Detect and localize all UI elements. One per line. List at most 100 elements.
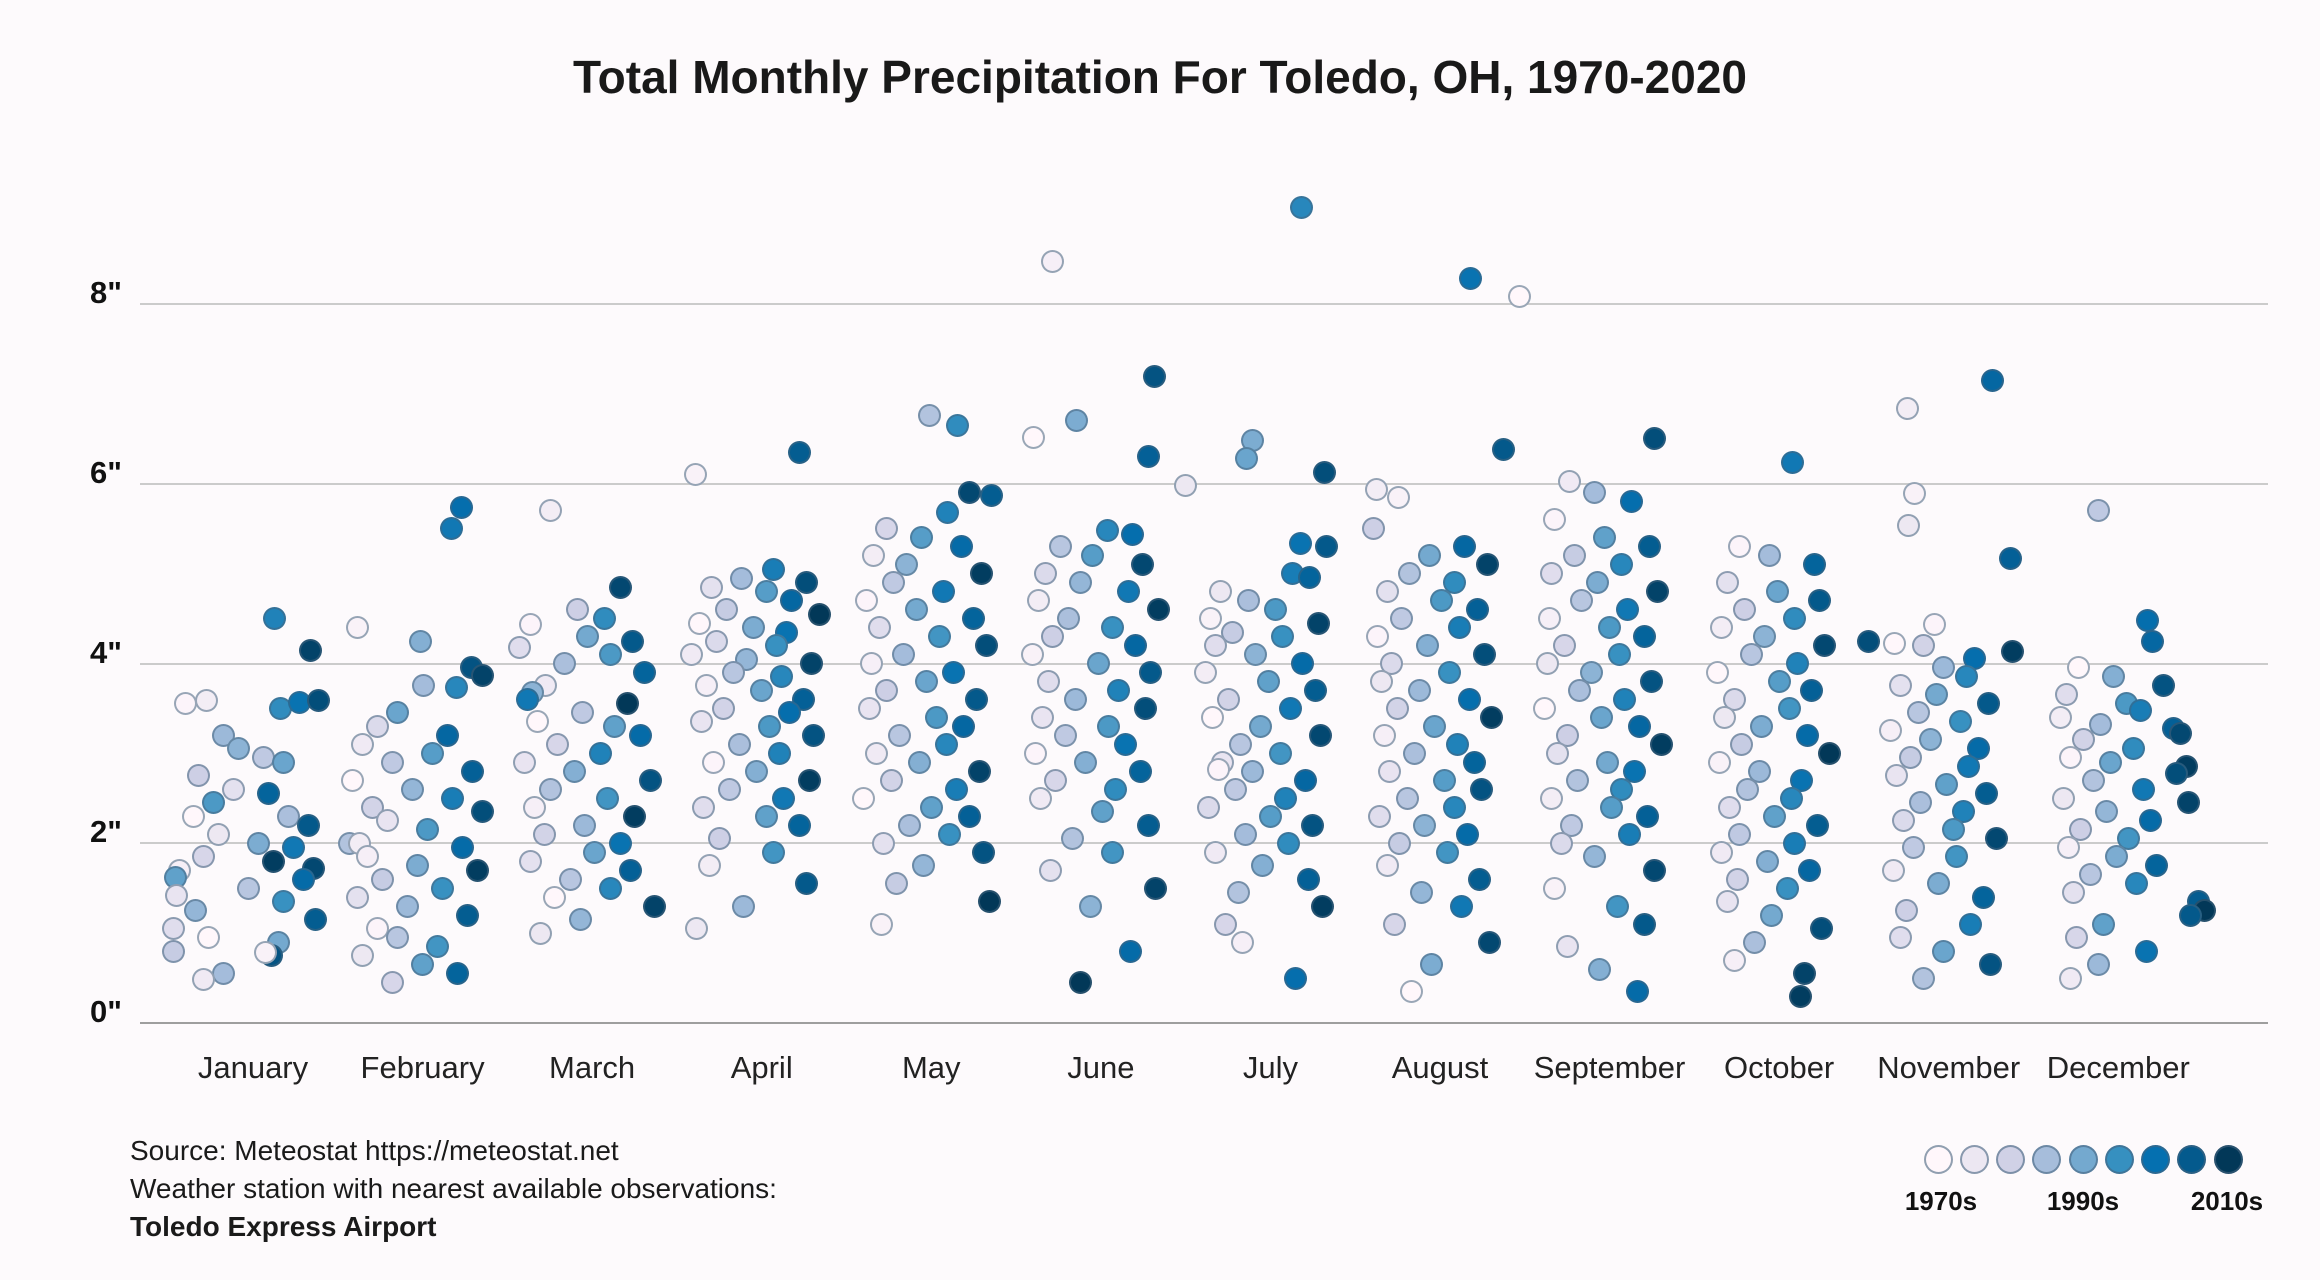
- data-point[interactable]: [937, 822, 961, 846]
- data-point[interactable]: [891, 643, 915, 666]
- data-point[interactable]: [1899, 746, 1923, 770]
- data-point[interactable]: [969, 562, 993, 586]
- data-point[interactable]: [1533, 696, 1557, 720]
- data-point[interactable]: [945, 413, 969, 437]
- data-point[interactable]: [1236, 589, 1260, 613]
- data-point[interactable]: [2138, 809, 2162, 833]
- data-point[interactable]: [1762, 804, 1786, 828]
- data-point[interactable]: [2094, 800, 2118, 824]
- data-point[interactable]: [1942, 818, 1966, 842]
- data-point[interactable]: [1563, 544, 1587, 568]
- data-point[interactable]: [1712, 705, 1736, 729]
- data-point[interactable]: [518, 849, 542, 873]
- data-point[interactable]: [598, 876, 622, 900]
- data-point[interactable]: [1256, 669, 1280, 693]
- data-point[interactable]: [1633, 625, 1657, 649]
- data-point[interactable]: [1633, 912, 1657, 936]
- data-point[interactable]: [1087, 652, 1111, 675]
- data-point[interactable]: [1233, 822, 1257, 846]
- data-point[interactable]: [1892, 809, 1916, 833]
- data-point[interactable]: [2068, 818, 2092, 842]
- data-point[interactable]: [1919, 728, 1943, 752]
- data-point[interactable]: [628, 723, 652, 747]
- data-point[interactable]: [1588, 957, 1612, 981]
- data-point[interactable]: [351, 732, 375, 756]
- data-point[interactable]: [867, 616, 891, 640]
- data-point[interactable]: [271, 890, 295, 914]
- data-point[interactable]: [1628, 714, 1652, 738]
- data-point[interactable]: [451, 836, 475, 860]
- data-point[interactable]: [1975, 782, 1999, 806]
- data-point[interactable]: [1747, 759, 1771, 783]
- data-point[interactable]: [638, 768, 662, 792]
- data-point[interactable]: [1378, 759, 1402, 783]
- data-point[interactable]: [421, 741, 445, 765]
- data-point[interactable]: [1400, 980, 1424, 1004]
- data-point[interactable]: [406, 854, 430, 878]
- data-point[interactable]: [1290, 652, 1314, 675]
- data-point[interactable]: [1925, 683, 1949, 707]
- data-point[interactable]: [1213, 912, 1237, 936]
- data-point[interactable]: [1216, 687, 1240, 711]
- data-point[interactable]: [935, 501, 959, 524]
- data-point[interactable]: [1413, 813, 1437, 837]
- data-point[interactable]: [1064, 687, 1088, 711]
- data-point[interactable]: [732, 894, 756, 918]
- data-point[interactable]: [346, 616, 370, 640]
- data-point[interactable]: [1610, 553, 1634, 577]
- data-point[interactable]: [1749, 714, 1773, 738]
- data-point[interactable]: [745, 759, 769, 783]
- data-point[interactable]: [446, 962, 470, 986]
- data-point[interactable]: [1027, 589, 1051, 613]
- data-point[interactable]: [859, 652, 883, 675]
- data-point[interactable]: [941, 660, 965, 684]
- data-point[interactable]: [196, 926, 220, 950]
- data-point[interactable]: [1443, 571, 1467, 595]
- data-point[interactable]: [246, 831, 270, 855]
- data-point[interactable]: [1967, 737, 1991, 761]
- data-point[interactable]: [1538, 607, 1562, 631]
- data-point[interactable]: [1403, 741, 1427, 765]
- data-point[interactable]: [1230, 930, 1254, 954]
- data-point[interactable]: [1041, 250, 1065, 274]
- data-point[interactable]: [1044, 768, 1068, 792]
- data-point[interactable]: [538, 499, 562, 523]
- data-point[interactable]: [256, 782, 280, 806]
- data-point[interactable]: [602, 714, 626, 738]
- data-point[interactable]: [2140, 629, 2164, 653]
- data-point[interactable]: [1418, 544, 1442, 568]
- data-point[interactable]: [907, 750, 931, 774]
- data-point[interactable]: [1398, 562, 1422, 586]
- data-point[interactable]: [1022, 425, 1046, 449]
- data-point[interactable]: [620, 629, 644, 653]
- data-point[interactable]: [957, 481, 981, 505]
- data-point[interactable]: [1041, 625, 1065, 649]
- data-point[interactable]: [961, 607, 985, 631]
- data-point[interactable]: [957, 804, 981, 828]
- data-point[interactable]: [1646, 580, 1670, 604]
- data-point[interactable]: [552, 652, 576, 675]
- data-point[interactable]: [2116, 827, 2140, 851]
- data-point[interactable]: [2048, 705, 2072, 729]
- data-point[interactable]: [507, 635, 531, 659]
- data-point[interactable]: [1757, 544, 1781, 568]
- data-point[interactable]: [2054, 683, 2078, 707]
- data-point[interactable]: [1450, 894, 1474, 918]
- data-point[interactable]: [772, 786, 796, 810]
- data-point[interactable]: [1283, 966, 1307, 990]
- data-point[interactable]: [1593, 526, 1617, 550]
- data-point[interactable]: [598, 643, 622, 666]
- data-point[interactable]: [2168, 722, 2192, 746]
- data-point[interactable]: [253, 941, 277, 965]
- data-point[interactable]: [1742, 930, 1766, 954]
- data-point[interactable]: [715, 598, 739, 622]
- data-point[interactable]: [1366, 625, 1390, 649]
- data-point[interactable]: [1883, 632, 1907, 656]
- data-point[interactable]: [1626, 980, 1650, 1004]
- data-point[interactable]: [1775, 876, 1799, 900]
- data-point[interactable]: [1705, 660, 1729, 684]
- data-point[interactable]: [768, 741, 792, 765]
- data-point[interactable]: [164, 883, 188, 907]
- data-point[interactable]: [1234, 447, 1258, 471]
- data-point[interactable]: [1902, 836, 1926, 860]
